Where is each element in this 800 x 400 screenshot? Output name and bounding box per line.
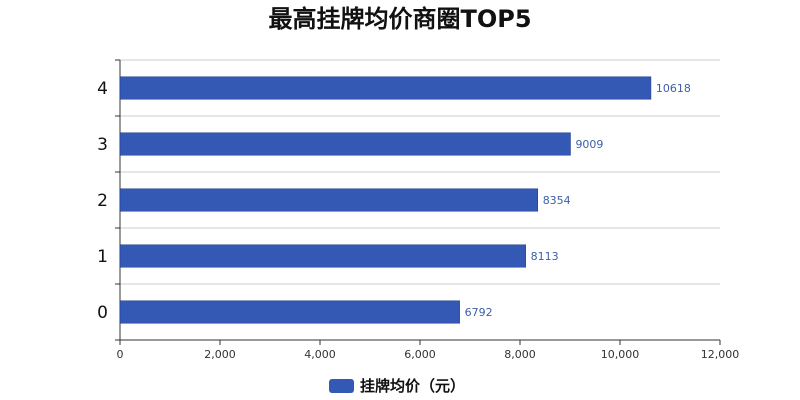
x-tick-label: 2,000 <box>204 348 236 361</box>
data-label: 6792 <box>465 306 493 319</box>
x-tick-label: 10,000 <box>601 348 640 361</box>
x-tick-label: 4,000 <box>304 348 336 361</box>
bar[interactable] <box>119 244 526 268</box>
legend-label[interactable]: 挂牌均价（元） <box>360 377 465 395</box>
legend[interactable]: 挂牌均价（元） <box>329 377 465 395</box>
chart-title: 最高挂牌均价商圈TOP5 <box>268 5 531 33</box>
data-label: 9009 <box>575 138 603 151</box>
x-tick-label: 8,000 <box>504 348 536 361</box>
x-tick-label: 6,000 <box>404 348 436 361</box>
x-tick-label: 12,000 <box>701 348 740 361</box>
bar[interactable] <box>119 76 652 100</box>
bar[interactable] <box>119 188 539 212</box>
category-labels: 0 1 2 3 4 <box>97 79 108 323</box>
x-tick-labels: 0 2,000 4,000 6,000 8,000 10,000 12,000 <box>117 348 740 361</box>
x-tick-label: 0 <box>117 348 124 361</box>
bar[interactable] <box>119 132 571 156</box>
bar[interactable] <box>119 300 460 324</box>
category-label: 4 <box>97 79 108 99</box>
category-label: 2 <box>97 191 108 211</box>
bars <box>119 76 652 324</box>
legend-swatch[interactable] <box>329 379 354 393</box>
data-label: 8354 <box>543 194 571 207</box>
data-label: 8113 <box>531 250 559 263</box>
data-labels: 6792 8113 8354 9009 10618 <box>465 82 691 319</box>
data-label: 10618 <box>656 82 691 95</box>
category-label: 0 <box>97 303 108 323</box>
category-label: 1 <box>97 247 108 267</box>
category-label: 3 <box>97 135 108 155</box>
